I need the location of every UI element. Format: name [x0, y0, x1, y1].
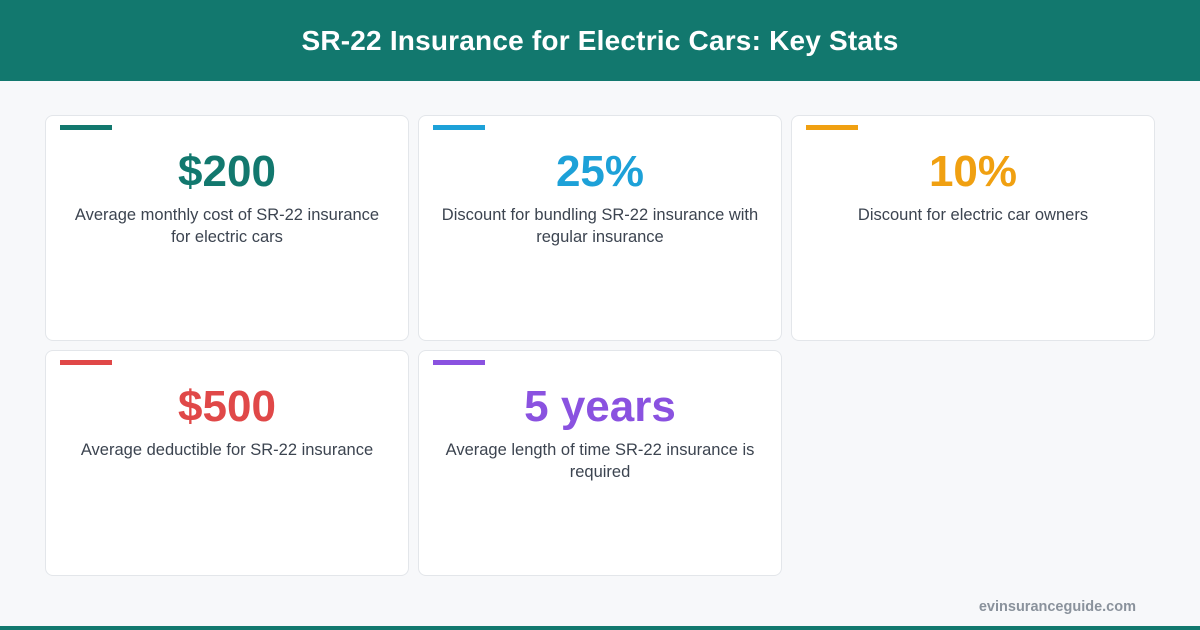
- stat-card-ev-discount: 10% Discount for electric car owners: [791, 115, 1155, 341]
- stat-value: $200: [178, 147, 276, 196]
- stat-description: Average deductible for SR-22 insurance: [80, 441, 374, 459]
- stat-value: 25%: [555, 147, 645, 196]
- card-accent-bar: [806, 125, 858, 130]
- stat-value: 5 years: [524, 382, 676, 431]
- stat-card-bundling-discount: 25% Discount for bundling SR-22 insuranc…: [418, 115, 782, 341]
- site-url-link[interactable]: evinsuranceguide.com: [978, 599, 1136, 615]
- page-title: SR-22 Insurance for Electric Cars: Key S…: [301, 24, 899, 56]
- stat-value: 10%: [928, 147, 1018, 196]
- card-accent-bar: [433, 125, 485, 130]
- card-accent-bar: [60, 360, 112, 365]
- stat-description: Discount for electric car owners: [857, 206, 1089, 224]
- header-banner: SR-22 Insurance for Electric Cars: Key S…: [0, 0, 1200, 81]
- stat-description: Average length of time SR-22 insurance i…: [445, 441, 755, 481]
- card-accent-bar: [60, 125, 112, 130]
- stat-card-required-duration: 5 years Average length of time SR-22 ins…: [418, 350, 782, 576]
- card-accent-bar: [433, 360, 485, 365]
- bottom-accent-bar: [0, 626, 1200, 630]
- stat-description: Average monthly cost of SR-22 insurance …: [74, 206, 380, 246]
- stat-description: Discount for bundling SR-22 insurance wi…: [441, 206, 759, 246]
- stat-card-monthly-cost: $200 Average monthly cost of SR-22 insur…: [45, 115, 409, 341]
- stat-value: $500: [178, 382, 276, 431]
- stat-card-deductible: $500 Average deductible for SR-22 insura…: [45, 350, 409, 576]
